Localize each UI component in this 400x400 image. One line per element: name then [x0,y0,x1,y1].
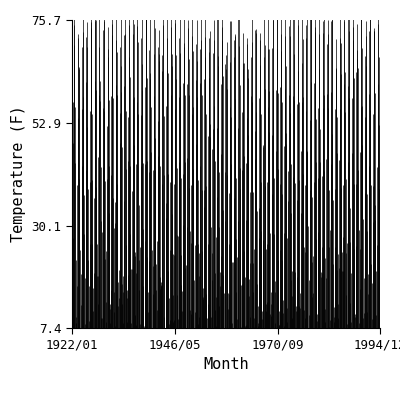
X-axis label: Month: Month [203,357,249,372]
Y-axis label: Temperature (F): Temperature (F) [11,106,26,242]
